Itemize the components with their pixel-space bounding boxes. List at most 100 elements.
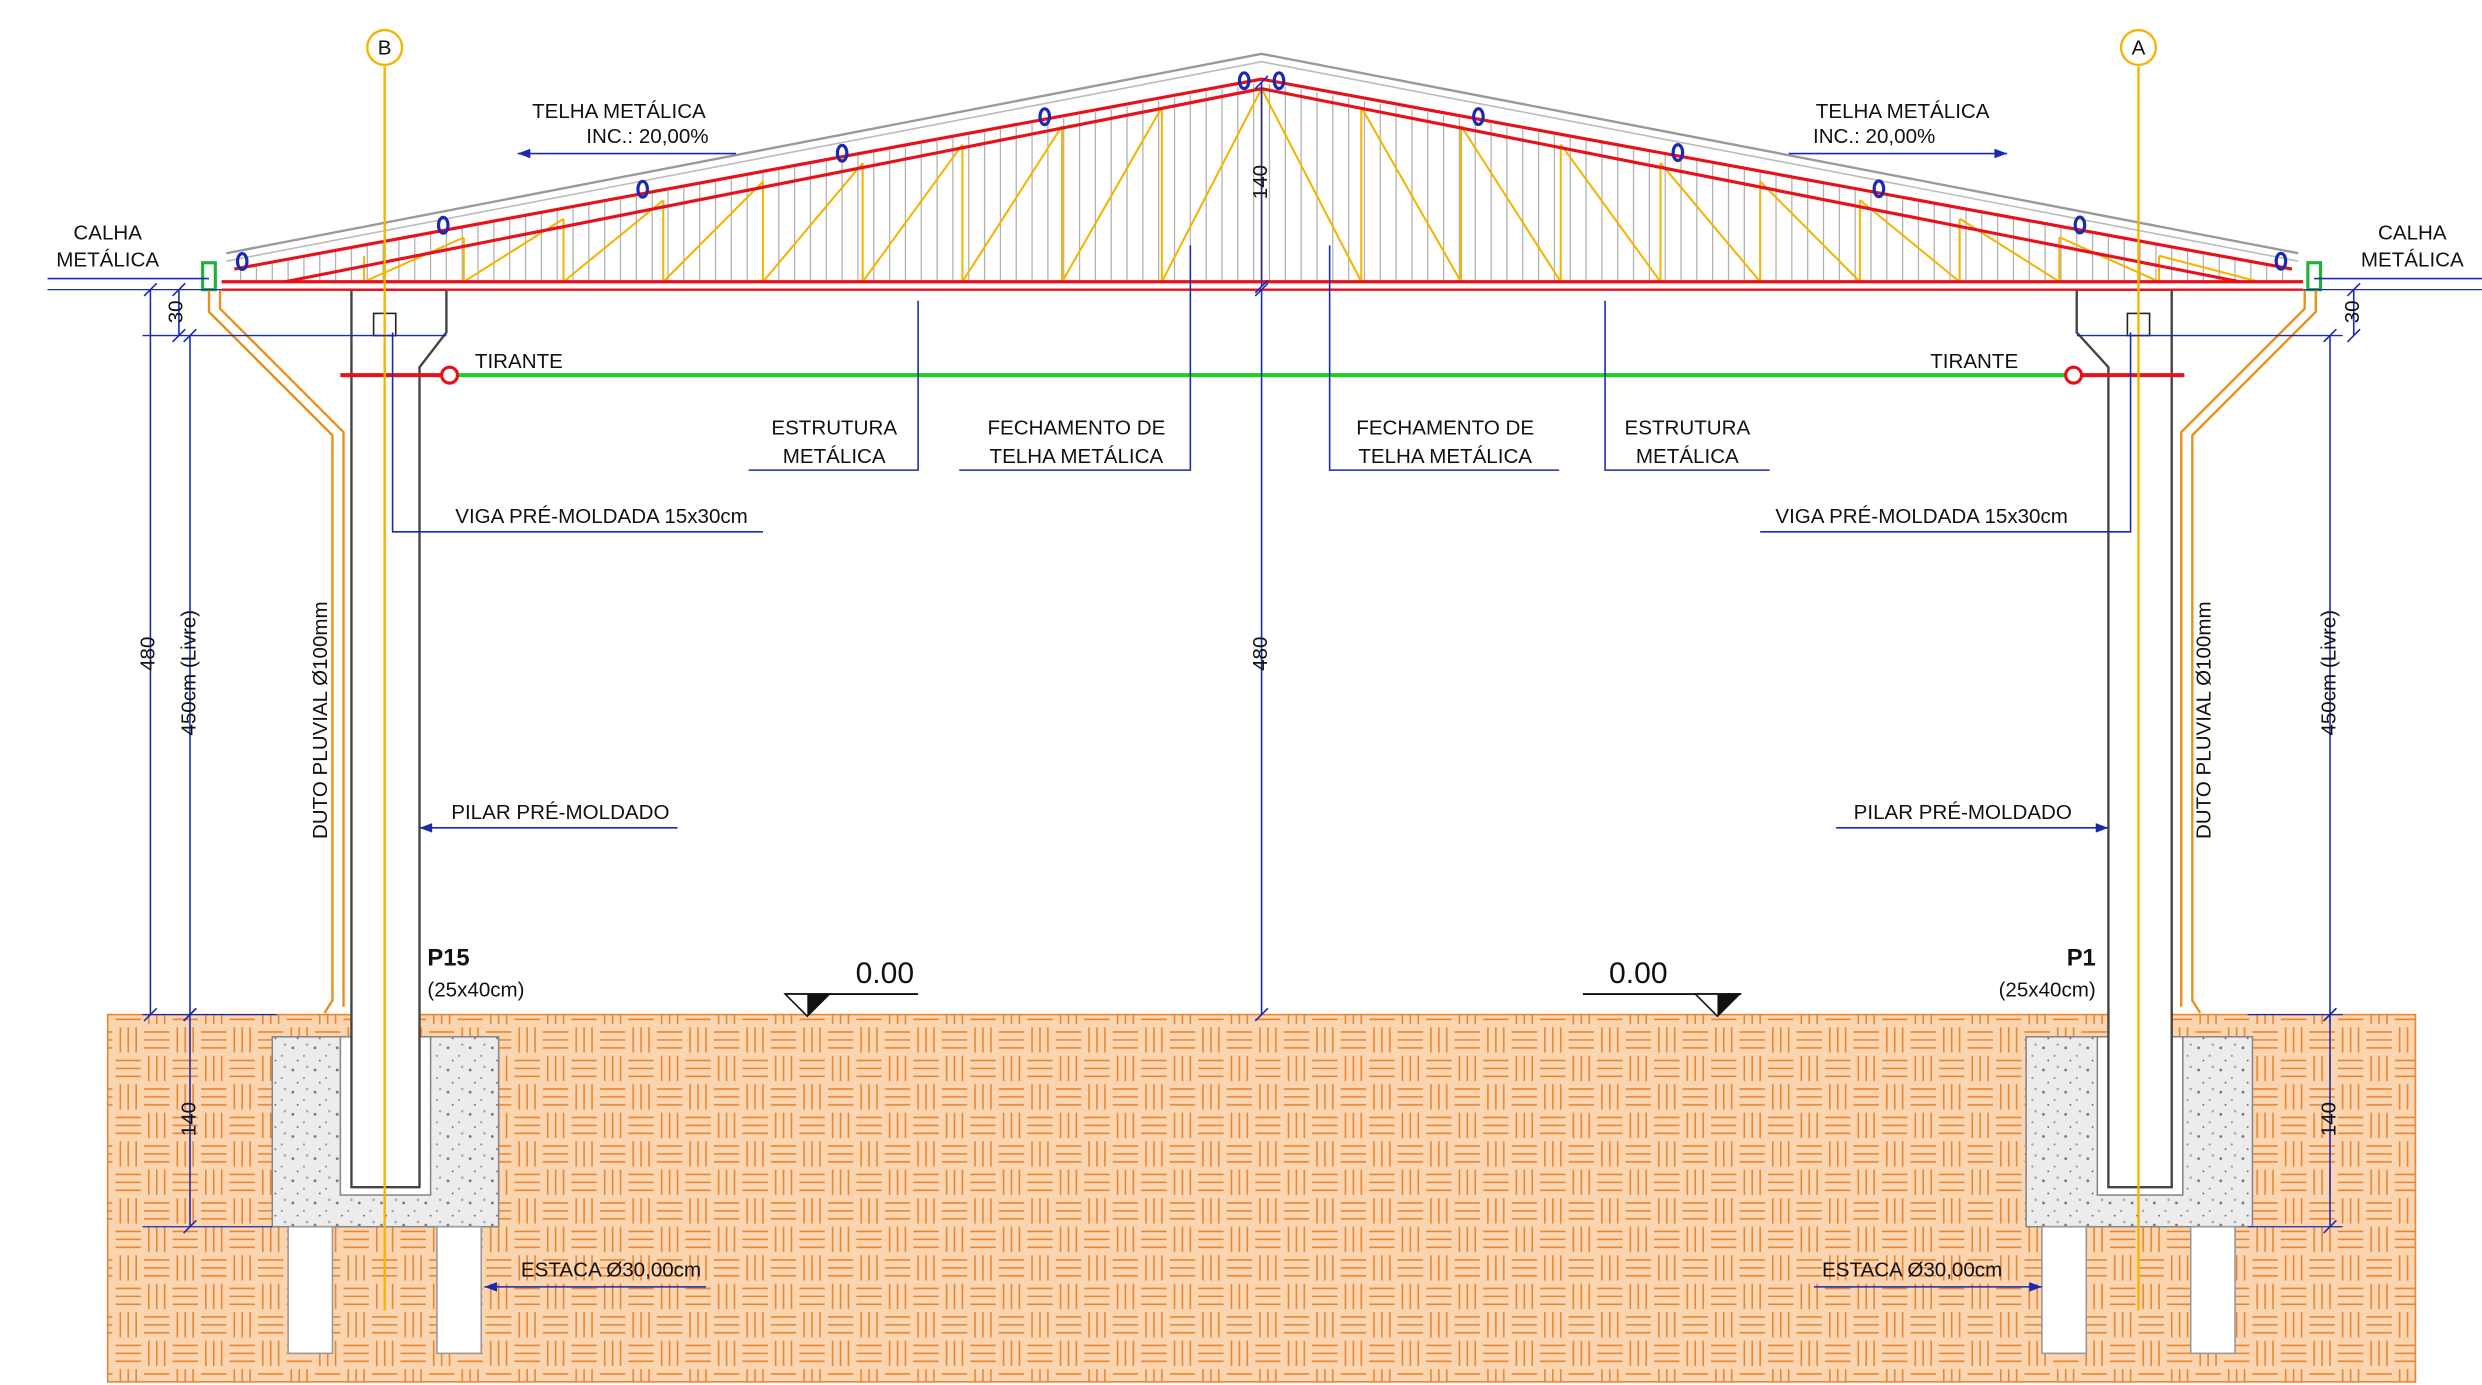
- dimension: 140: [2317, 1102, 2340, 1136]
- callout: FECHAMENTO DE: [987, 416, 1165, 439]
- purlin: [835, 143, 849, 163]
- dimension: 30: [165, 300, 188, 323]
- dimension: 140: [177, 1102, 200, 1136]
- pile: [2041, 1225, 2088, 1355]
- callout: METÁLICA: [1636, 445, 1739, 468]
- leader: [748, 300, 919, 471]
- column-name: P1: [2067, 945, 2096, 971]
- arrowhead: [419, 823, 433, 833]
- truss-web: [861, 143, 964, 283]
- purlin: [636, 179, 650, 199]
- gutter: [201, 261, 217, 292]
- pile: [436, 1225, 483, 1355]
- callout: FECHAMENTO DE: [1356, 416, 1534, 439]
- truss-web: [1659, 162, 1761, 283]
- callout: PILAR PRÉ-MOLDADO: [451, 801, 669, 824]
- truss-web: [762, 162, 864, 283]
- truss-web: [1160, 88, 1263, 283]
- purlin: [235, 251, 249, 271]
- roof-title: TELHA METÁLICA: [532, 100, 706, 123]
- level: 0.00: [856, 957, 915, 990]
- purlin: [1038, 107, 1052, 127]
- callout: ESTRUTURA: [771, 416, 897, 439]
- truss-web: [1759, 180, 1861, 283]
- callout: ESTACA Ø30,00cm: [1822, 1258, 2002, 1281]
- truss-top-chord: [234, 77, 2293, 271]
- dimension: 480: [136, 637, 159, 671]
- truss-web: [1460, 125, 1562, 283]
- dimension: 450cm (Livre): [2317, 610, 2340, 736]
- arrowhead: [2095, 823, 2109, 833]
- truss-web: [2058, 236, 2160, 283]
- turnbuckle: [2064, 365, 2084, 385]
- purlin: [1472, 107, 1485, 127]
- gutter-label: CALHA: [2378, 222, 2447, 245]
- purlin: [1872, 179, 1886, 199]
- purlin: [2073, 215, 2087, 235]
- leader: [1328, 245, 1560, 471]
- leader: [959, 245, 1192, 471]
- callout: TELHA METÁLICA: [990, 445, 1164, 468]
- callout: DUTO PLUVIAL Ø100mm: [309, 601, 332, 839]
- callout: METÁLICA: [783, 445, 886, 468]
- column-size: (25x40cm): [427, 978, 524, 1001]
- level-marker: [807, 994, 830, 1017]
- dimension-tick: [1254, 75, 1269, 90]
- callout: ESTACA Ø30,00cm: [521, 1258, 701, 1281]
- leader: [1760, 332, 2132, 533]
- purlin: [1272, 71, 1286, 91]
- axis-bubble: [2119, 28, 2158, 67]
- column-size: (25x40cm): [1999, 978, 2096, 1001]
- gutter-label: METÁLICA: [2361, 249, 2464, 272]
- dimension-tick: [1254, 1007, 1269, 1022]
- axis-bubble: [366, 28, 404, 67]
- downpipe: [2191, 289, 2317, 1014]
- callout: ESTRUTURA: [1625, 416, 1751, 439]
- pile: [2189, 1225, 2236, 1355]
- labels: B A TELHA METÁLICA INC.: 20,00% TELHA ME…: [56, 37, 2464, 1282]
- callout: VIGA PRÉ-MOLDADA 15x30cm: [455, 505, 748, 528]
- level: 0.00: [1609, 957, 1668, 990]
- truss-web: [662, 180, 764, 283]
- pile: [287, 1225, 334, 1355]
- arrowhead: [484, 1282, 498, 1292]
- turnbuckle: [440, 365, 460, 385]
- dimension: 30: [2341, 300, 2364, 323]
- dimension: 450cm (Livre): [177, 610, 200, 736]
- gutter-label: METÁLICA: [56, 249, 159, 272]
- geometry: [47, 28, 2482, 1383]
- truss-web: [1061, 106, 1163, 283]
- leader: [1604, 300, 1770, 471]
- gutter: [2306, 261, 2323, 292]
- purlin: [2274, 251, 2288, 271]
- dimension-tick: [1254, 279, 1269, 294]
- roof-title: TELHA METÁLICA: [1816, 100, 1990, 123]
- tie-rod-label: TIRANTE: [475, 350, 563, 373]
- truss-web: [1559, 143, 1662, 283]
- callout: VIGA PRÉ-MOLDADA 15x30cm: [1775, 505, 2068, 528]
- arrowhead: [517, 148, 531, 159]
- purlin: [436, 215, 450, 235]
- roof-sheet: [226, 60, 2299, 262]
- leader: [391, 332, 763, 533]
- callout: PILAR PRÉ-MOLDADO: [1854, 801, 2072, 824]
- truss-web: [1360, 106, 1462, 283]
- truss-web: [363, 236, 465, 283]
- roof-slope: INC.: 20,00%: [1813, 125, 1935, 148]
- truss-web: [1260, 88, 1363, 283]
- truss-web: [961, 125, 1064, 283]
- dimension-tick: [2346, 328, 2361, 343]
- truss-web: [1859, 199, 1961, 283]
- column-name: P15: [427, 945, 469, 971]
- arrowhead: [2029, 1282, 2042, 1292]
- downpipe: [2180, 289, 2306, 1007]
- gutter-label: CALHA: [73, 222, 142, 245]
- purlin: [1237, 71, 1251, 91]
- downpipe: [207, 289, 334, 1014]
- roof-slope: INC.: 20,00%: [586, 125, 708, 148]
- purlin: [1671, 143, 1685, 163]
- callout: TELHA METÁLICA: [1358, 445, 1532, 468]
- level-marker: [1717, 994, 1740, 1017]
